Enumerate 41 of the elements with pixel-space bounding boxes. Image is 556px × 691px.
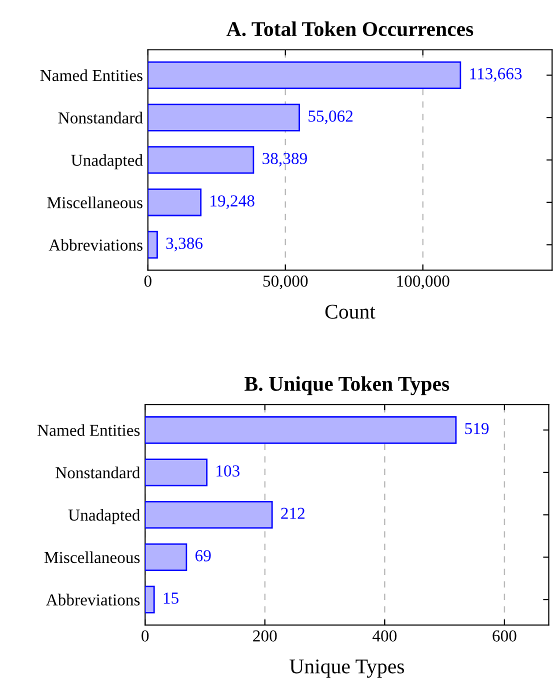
y-tick-label: Abbreviations: [46, 594, 140, 606]
bar: [148, 230, 158, 259]
x-tick-label: 50,000: [263, 276, 308, 290]
x-tick-label: 400: [372, 630, 397, 642]
x-tick-label: 200: [253, 630, 277, 642]
data-label: 3,386: [166, 238, 203, 252]
y-tick-label: Miscellaneous: [44, 551, 140, 564]
y-tick-label: Nonstandard: [58, 112, 143, 124]
bar: [148, 104, 300, 132]
bar: [145, 500, 273, 529]
y-tick-label: Named Entities: [38, 424, 140, 436]
bar: [145, 458, 208, 486]
y-tick-label: Miscellaneous: [47, 196, 142, 208]
chart-title: B. Unique Token Types: [244, 376, 450, 396]
x-tick-label: 0: [142, 630, 149, 642]
bar: [148, 188, 202, 216]
y-tick-label: Named Entities: [40, 69, 142, 82]
y-tick-label: Unadapted: [71, 154, 143, 170]
y-tick-label: Nonstandard: [56, 466, 140, 478]
data-label: 55,062: [308, 110, 353, 124]
data-label: 103: [216, 465, 240, 477]
bar: [148, 146, 254, 174]
data-label: 69: [195, 550, 211, 562]
data-label: 519: [465, 422, 489, 434]
y-tick-label: Abbreviations: [48, 238, 142, 251]
bar: [145, 416, 457, 444]
data-label: 212: [281, 508, 304, 519]
bar: [145, 586, 155, 614]
x-tick-label: 100,000: [397, 276, 450, 290]
y-tick-label: Unadapted: [68, 509, 140, 524]
bar: [145, 543, 188, 572]
data-label: 15: [164, 592, 178, 604]
chart-title: A. Total Token Occurrences: [226, 21, 474, 36]
data-label: 113,663: [470, 68, 522, 82]
x-tick-label: 600: [492, 630, 516, 642]
bar: [148, 61, 462, 90]
x-axis-title: Unique Types: [290, 659, 404, 678]
data-label: 19,248: [210, 195, 254, 209]
x-tick-label: 0: [144, 276, 152, 287]
data-label: 38,389: [262, 152, 307, 167]
x-axis-title: Count: [325, 304, 376, 319]
